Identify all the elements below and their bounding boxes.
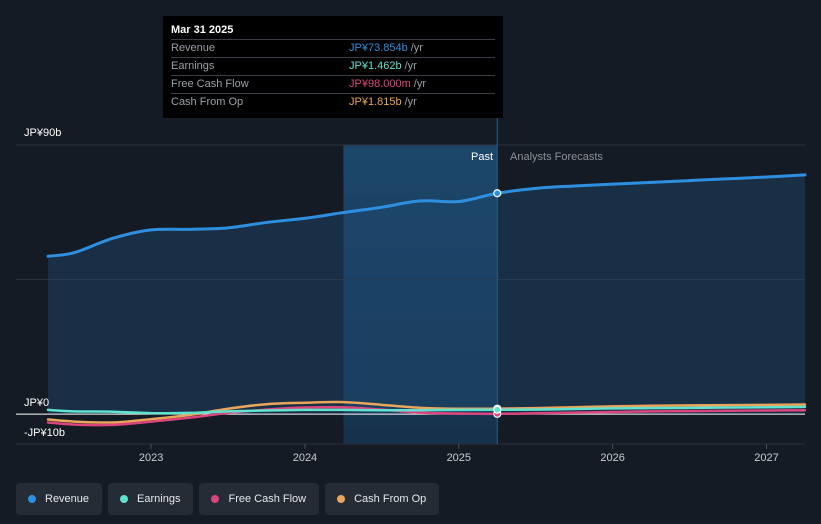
revenue-marker (493, 189, 502, 198)
y-tick-label: -JP¥10b (24, 427, 65, 439)
past-highlight-region (343, 145, 498, 444)
tooltip-label: Cash From Op (171, 96, 244, 108)
earnings-marker (493, 405, 502, 414)
chart: JP¥90b JP¥0 -JP¥10b 2023 2024 2025 2026 2027 P… (16, 118, 807, 464)
x-tick-label: 2025 (447, 452, 471, 464)
tooltip-unit: /yr (413, 78, 426, 90)
tooltip-label: Revenue (171, 42, 216, 54)
cash-from-op-line (46, 400, 807, 424)
tooltip-unit: /yr (404, 60, 417, 72)
legend-label: Free Cash Flow (228, 493, 307, 505)
legend-item-revenue[interactable]: Revenue (16, 483, 103, 515)
free-cash-flow-dot-icon (211, 495, 220, 503)
tooltip-row-revenue: Revenue JP¥73.854b /yr (171, 39, 495, 57)
y-tick-label: JP¥90b (24, 127, 61, 139)
tooltip: Mar 31 2025 Revenue JP¥73.854b /yr Earni… (163, 16, 503, 118)
earnings-dot-icon (120, 495, 129, 503)
legend-item-earnings[interactable]: Earnings (108, 483, 194, 515)
revenue-line (46, 173, 807, 258)
tooltip-row-free-cash-flow: Free Cash Flow JP¥98.000m /yr (171, 75, 495, 93)
x-tick-label: 2026 (600, 452, 624, 464)
revenue-dot-icon (28, 495, 36, 503)
x-tick-label: 2023 (139, 452, 163, 464)
legend-label: Cash From Op (354, 493, 427, 505)
legend-label: Earnings (137, 493, 181, 505)
past-label: Past (471, 151, 493, 163)
tooltip-label: Free Cash Flow (171, 78, 249, 90)
tooltip-label: Earnings (171, 60, 215, 72)
tooltip-date: Mar 31 2025 (171, 24, 234, 36)
earnings-line (46, 405, 807, 415)
x-tick-label: 2027 (754, 452, 778, 464)
tooltip-value: JP¥73.854b (349, 42, 408, 54)
legend: Revenue Earnings Free Cash Flow Cash Fro… (16, 483, 440, 515)
y-tick-label: JP¥0 (24, 397, 49, 409)
tooltip-value: JP¥1.462b (349, 60, 402, 72)
tooltip-row-earnings: Earnings JP¥1.462b /yr (171, 57, 495, 75)
cash-from-op-dot-icon (337, 495, 346, 503)
legend-item-cash-from-op[interactable]: Cash From Op (325, 483, 440, 515)
legend-item-free-cash-flow[interactable]: Free Cash Flow (199, 483, 320, 515)
revenue-area (48, 174, 805, 415)
tooltip-unit: /yr (404, 96, 417, 108)
tooltip-unit: /yr (410, 42, 423, 54)
tooltip-value: JP¥98.000m (349, 78, 411, 90)
tooltip-value: JP¥1.815b (349, 96, 402, 108)
legend-label: Revenue (45, 493, 90, 505)
free-cash-flow-line (46, 405, 807, 427)
tooltip-row-cash-from-op: Cash From Op JP¥1.815b /yr (171, 93, 495, 111)
forecast-label: Analysts Forecasts (510, 151, 603, 163)
x-tick-label: 2024 (293, 452, 317, 464)
